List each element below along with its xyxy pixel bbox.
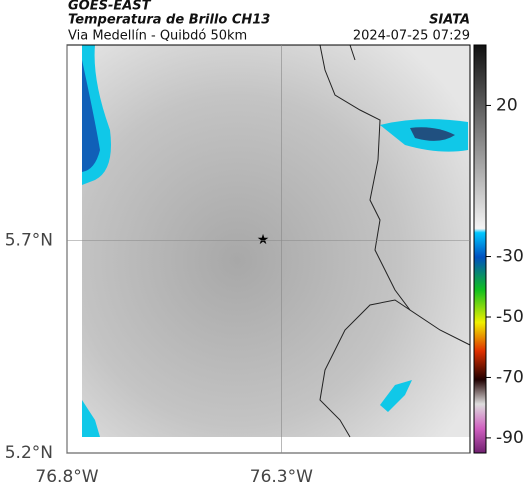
x-tick-label: 76.3°W: [250, 467, 313, 487]
colorbar-tick-label: -70: [496, 367, 524, 387]
x-tick-label: 76.8°W: [35, 467, 98, 487]
location-marker: ★: [257, 232, 270, 248]
map-image: ★: [66, 44, 471, 454]
colorbar-tick-label: -90: [496, 428, 524, 448]
org: SIATA: [429, 13, 470, 28]
y-tick-label: 5.2°N: [5, 443, 53, 463]
colorbar: [473, 44, 487, 454]
title: Temperatura de Brillo CH13: [68, 13, 270, 28]
colorbar-tick-label: -30: [496, 247, 524, 267]
y-tick-label: 5.7°N: [5, 231, 53, 251]
subtitle: Via Medellín - Quibdó 50km: [68, 29, 247, 44]
datetime: 2024-07-25 07:29: [353, 29, 470, 44]
colorbar-tick-label: 20: [496, 95, 518, 115]
colorbar-tick-label: -50: [496, 307, 524, 327]
source: GOES-EAST: [68, 0, 152, 14]
